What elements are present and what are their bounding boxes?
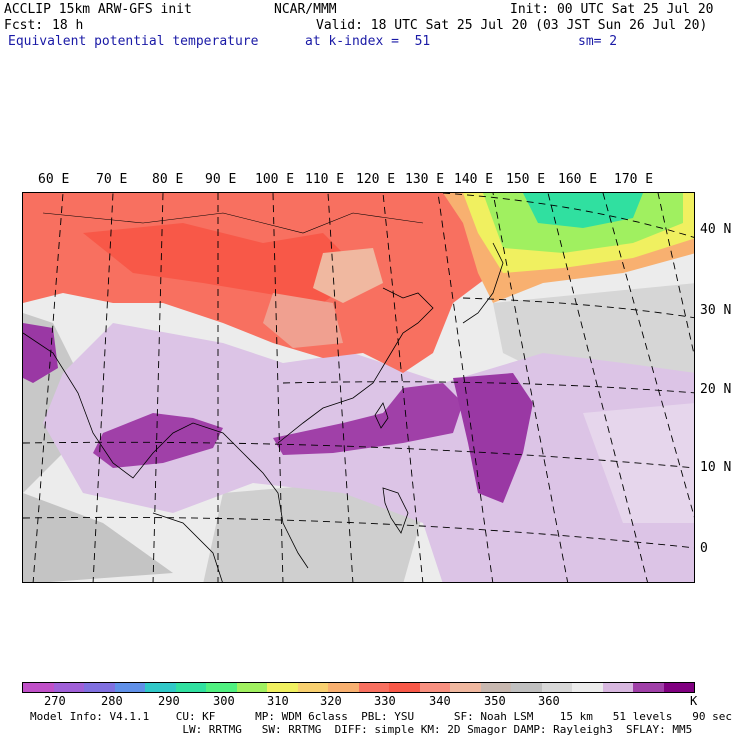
lat-label: 10 N [700, 460, 732, 475]
lat-label: 0 [700, 541, 708, 556]
salmon-patch-2 [263, 293, 343, 348]
colorbar-tick-label: 340 [429, 694, 451, 708]
colorbar-tick-label: 330 [374, 694, 396, 708]
colorbar-segment [328, 683, 359, 692]
lon-line-100e [272, 193, 284, 582]
colorbar-segment [602, 683, 633, 692]
lat-label: 40 N [700, 222, 732, 237]
colorbar-tick-label: 280 [101, 694, 123, 708]
colorbar-tick-label: 320 [320, 694, 342, 708]
lon-label: 100 E [255, 172, 295, 187]
coastline-philippines [382, 487, 409, 534]
colorbar-unit: K [690, 694, 698, 708]
purple-band-scs [273, 383, 463, 455]
lon-line-110e [327, 193, 354, 582]
smoothing-label: sm= 2 [578, 34, 618, 49]
colorbar-segment [541, 683, 572, 692]
lon-line-170e [657, 193, 694, 357]
lon-line-140e [492, 193, 569, 582]
purple-band-pacific [453, 373, 533, 503]
lon-label: 140 E [454, 172, 494, 187]
lon-line-70e [92, 193, 114, 582]
field-name: Equivalent potential temperature [8, 34, 259, 49]
colorbar-segment [236, 683, 267, 692]
coastline-south-asia [23, 332, 309, 569]
colorbar-tick-label: 350 [484, 694, 506, 708]
coastline-east-asia [277, 287, 434, 444]
colorbar-segment [145, 683, 176, 692]
colorbar-segment [633, 683, 664, 692]
forecast-hour: 18 h [52, 18, 84, 33]
lon-line-60e [32, 193, 64, 582]
map-panel [22, 192, 695, 583]
colorbar-segment [114, 683, 145, 692]
lon-label: 80 E [152, 172, 184, 187]
lon-label: 110 E [305, 172, 345, 187]
colorbar [22, 682, 695, 693]
map-svg [23, 193, 694, 582]
colorbar-segment [297, 683, 328, 692]
valid-time: Valid: 18 UTC Sat 25 Jul 20 (03 JST Sun … [316, 18, 708, 33]
colorbar-segment [84, 683, 115, 692]
lat-label: 20 N [700, 382, 732, 397]
lon-line-150e [547, 193, 648, 582]
lon-label: 60 E [38, 172, 70, 187]
salmon-patch [313, 248, 383, 303]
green-core [523, 193, 643, 228]
lat-line-20n [282, 381, 694, 394]
lon-label: 90 E [205, 172, 237, 187]
lavender-region [43, 323, 694, 582]
model-info-line1: Model Info: V4.1.1 CU: KF MP: WDM 6class… [30, 710, 732, 723]
gray-region-southwest [23, 493, 173, 582]
lon-label: 70 E [96, 172, 128, 187]
red-core-mongolia [83, 223, 363, 303]
lat-line-10n [23, 441, 694, 469]
colorbar-tick-label: 300 [213, 694, 235, 708]
colorbar-segment [450, 683, 481, 692]
colorbar-tick-label: 360 [538, 694, 560, 708]
lon-label: 170 E [614, 172, 654, 187]
coastline-japan [462, 242, 504, 324]
lon-label: 160 E [558, 172, 598, 187]
colorbar-segment [663, 683, 694, 692]
lon-label: 120 E [356, 172, 396, 187]
coastline-taiwan [374, 402, 389, 429]
colorbar-tick-label: 310 [267, 694, 289, 708]
colorbar-segment [23, 683, 54, 692]
lat-line-40n [442, 193, 694, 238]
lon-line-80e [152, 193, 164, 582]
forecast-label: Fcst: [4, 18, 44, 33]
colorbar-segment [389, 683, 420, 692]
border-lines [42, 212, 424, 234]
lon-line-120e [382, 193, 424, 582]
colorbar-segment [480, 683, 511, 692]
colorbar-segment [175, 683, 206, 692]
colorbar-tick-label: 270 [44, 694, 66, 708]
gray-region-south [203, 483, 423, 582]
lon-label: 130 E [405, 172, 445, 187]
lat-line-0 [23, 516, 694, 549]
model-title: ACCLIP 15km ARW-GFS init [4, 2, 192, 17]
colorbar-segment [358, 683, 389, 692]
colorbar-segment [511, 683, 542, 692]
colorbar-segment [572, 683, 603, 692]
lon-line-160e [602, 193, 694, 518]
model-info-line2: LW: RRTMG SW: RRTMG DIFF: simple KM: 2D … [30, 723, 693, 736]
purple-band-india [93, 413, 223, 468]
colorbar-segment [419, 683, 450, 692]
lat-label: 30 N [700, 303, 732, 318]
lon-line-130e [437, 193, 494, 582]
org-label: NCAR/MMM [274, 2, 337, 17]
colorbar-tick-label: 290 [158, 694, 180, 708]
colorbar-segment [53, 683, 84, 692]
colorbar-segment [267, 683, 298, 692]
lon-label: 150 E [506, 172, 546, 187]
init-time: Init: 00 UTC Sat 25 Jul 20 [510, 2, 714, 17]
level-index: at k-index = 51 [305, 34, 431, 49]
lat-line-30n [462, 297, 694, 319]
colorbar-segment [206, 683, 237, 692]
